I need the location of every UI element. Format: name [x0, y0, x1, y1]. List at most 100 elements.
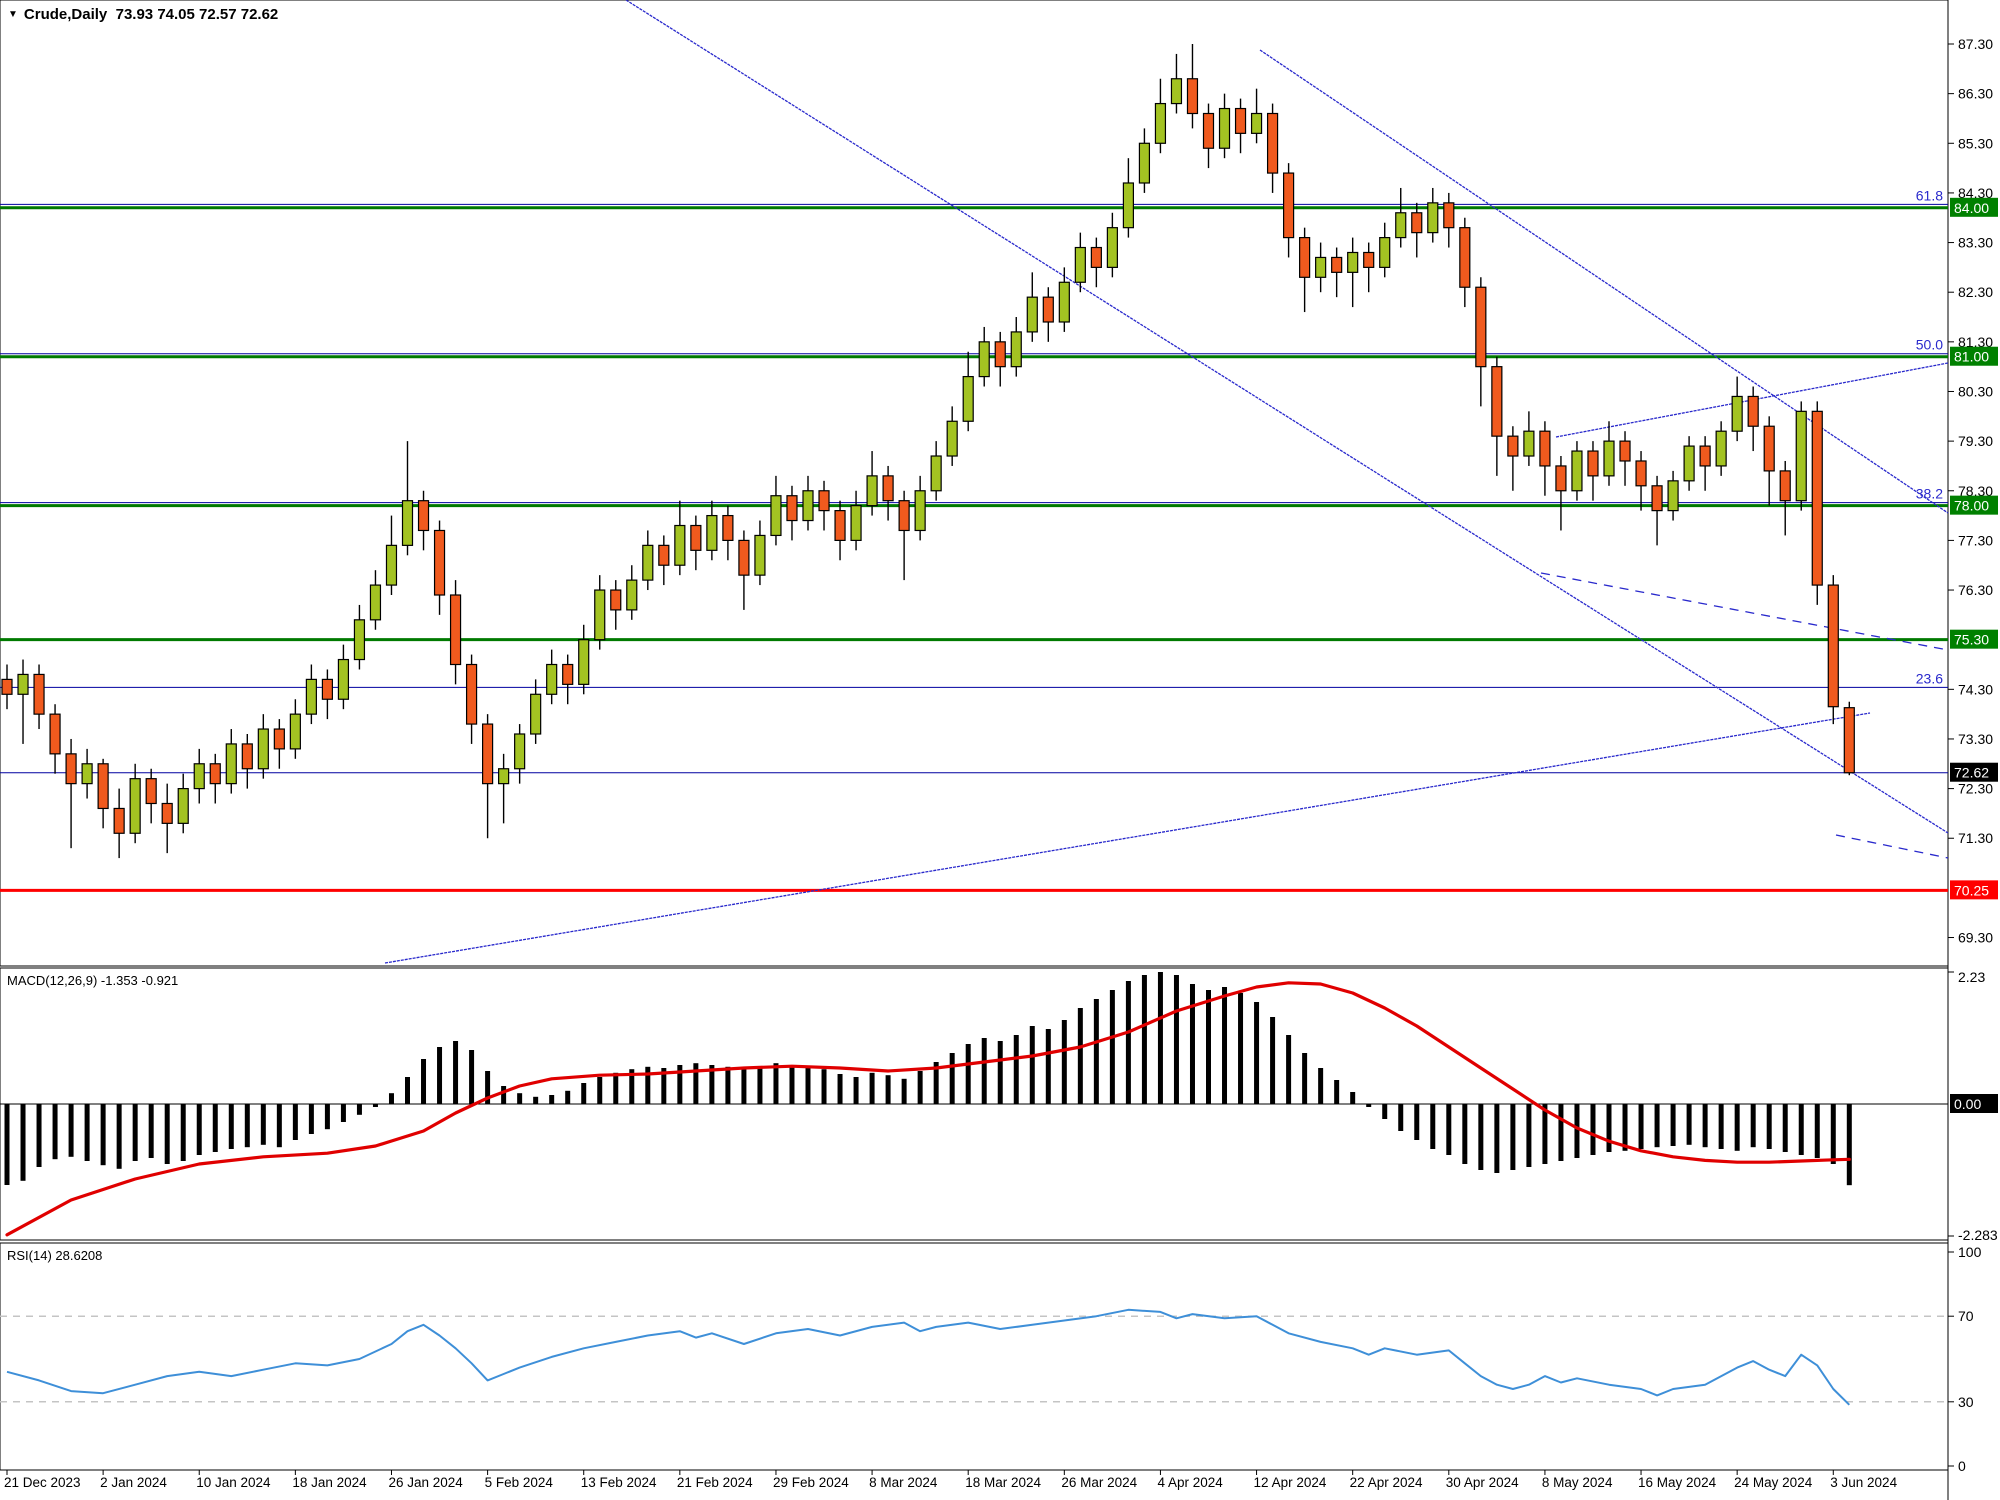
candle-body[interactable] — [1427, 202, 1439, 234]
candle-body[interactable] — [946, 420, 958, 457]
candle-body[interactable] — [1347, 251, 1359, 273]
candle-body[interactable] — [962, 375, 974, 422]
candle-body[interactable] — [866, 475, 878, 507]
candle-body[interactable] — [257, 728, 269, 770]
candle-body[interactable] — [610, 589, 622, 611]
candle-body[interactable] — [978, 341, 990, 378]
candle-body[interactable] — [97, 763, 109, 810]
candle-body[interactable] — [289, 713, 301, 750]
candle-body[interactable] — [1154, 102, 1167, 144]
candle-body[interactable] — [145, 778, 157, 805]
symbol-dropdown-icon[interactable]: ▼ — [8, 9, 18, 20]
candle-body[interactable] — [1699, 445, 1711, 467]
candle-body[interactable] — [1058, 281, 1070, 323]
candle-body[interactable] — [465, 663, 478, 725]
candle-body[interactable] — [1379, 236, 1391, 268]
candle-body[interactable] — [113, 807, 125, 834]
candle-body[interactable] — [1234, 107, 1247, 134]
candle-body[interactable] — [1266, 112, 1279, 174]
candle-body[interactable] — [498, 768, 510, 785]
candle-body[interactable] — [17, 673, 29, 695]
candle-body[interactable] — [898, 500, 910, 532]
candle-body[interactable] — [129, 778, 141, 834]
candle-body[interactable] — [1282, 172, 1295, 239]
candle-body[interactable] — [1491, 366, 1503, 437]
candle-body[interactable] — [514, 733, 526, 770]
candle-body[interactable] — [401, 500, 414, 546]
candle-body[interactable] — [49, 713, 61, 755]
candle-body[interactable] — [81, 763, 93, 785]
candle-body[interactable] — [1539, 430, 1551, 467]
candle-body[interactable] — [706, 514, 718, 551]
trendline[interactable] — [1540, 572, 1949, 651]
candle-body[interactable] — [882, 475, 894, 502]
candle-body[interactable] — [1571, 450, 1583, 492]
candle-body[interactable] — [850, 505, 862, 542]
candle-body[interactable] — [1331, 256, 1343, 273]
candle-body[interactable] — [1395, 212, 1407, 239]
trendline[interactable] — [1259, 49, 1949, 514]
candle-body[interactable] — [1507, 435, 1519, 457]
candle-body[interactable] — [1363, 251, 1375, 268]
candle-body[interactable] — [1827, 584, 1839, 708]
candle-body[interactable] — [482, 723, 494, 785]
candle-body[interactable] — [1475, 286, 1487, 368]
trendline[interactable] — [384, 712, 1871, 964]
candle-body[interactable] — [1106, 227, 1118, 268]
candle-body[interactable] — [546, 663, 558, 695]
candle-body[interactable] — [642, 544, 654, 581]
candle-body[interactable] — [578, 639, 590, 685]
candle-body[interactable] — [994, 341, 1006, 368]
candle-body[interactable] — [626, 579, 638, 611]
candle-body[interactable] — [1555, 465, 1567, 492]
candle-body[interactable] — [1, 678, 13, 695]
candle-body[interactable] — [1603, 440, 1615, 477]
candle-body[interactable] — [193, 763, 205, 790]
candle-body[interactable] — [1683, 445, 1695, 482]
trendline[interactable] — [625, 0, 1949, 834]
candle-body[interactable] — [786, 495, 798, 522]
candle-body[interactable] — [562, 663, 574, 685]
candle-body[interactable] — [225, 743, 237, 785]
candle-body[interactable] — [1523, 430, 1535, 457]
candle-body[interactable] — [1170, 78, 1183, 105]
candle-body[interactable] — [738, 539, 750, 576]
candle-body[interactable] — [65, 753, 77, 785]
candle-body[interactable] — [1587, 450, 1599, 477]
candle-body[interactable] — [834, 510, 846, 541]
candle-body[interactable] — [1250, 112, 1263, 134]
candle-body[interactable] — [449, 594, 462, 666]
candle-body[interactable] — [1779, 470, 1791, 502]
candle-body[interactable] — [1715, 430, 1727, 467]
trendline[interactable] — [1555, 362, 1949, 438]
candle-body[interactable] — [177, 787, 189, 824]
candle-body[interactable] — [209, 763, 221, 785]
candle-body[interactable] — [1218, 107, 1231, 149]
candle-body[interactable] — [1635, 460, 1647, 487]
candle-body[interactable] — [385, 544, 398, 586]
candle-body[interactable] — [1651, 485, 1663, 512]
candle-body[interactable] — [1122, 182, 1135, 229]
candle-body[interactable] — [369, 584, 382, 621]
candle-body[interactable] — [1299, 236, 1311, 278]
candle-body[interactable] — [1411, 212, 1423, 234]
rsi-panel[interactable] — [0, 1242, 1949, 1471]
candle-body[interactable] — [305, 678, 317, 715]
candle-body[interactable] — [1010, 331, 1022, 368]
candle-body[interactable] — [417, 500, 430, 532]
candle-body[interactable] — [1090, 246, 1102, 268]
candle-body[interactable] — [658, 544, 670, 566]
candle-body[interactable] — [1443, 202, 1455, 229]
candle-body[interactable] — [674, 524, 686, 566]
candle-body[interactable] — [1042, 296, 1054, 323]
main-panel[interactable] — [0, 0, 1949, 967]
candle-body[interactable] — [818, 490, 830, 512]
candle-body[interactable] — [337, 658, 350, 700]
candle-body[interactable] — [1202, 112, 1215, 149]
candle-body[interactable] — [802, 490, 814, 522]
candle-body[interactable] — [722, 514, 734, 542]
candle-body[interactable] — [1138, 142, 1151, 184]
trendline[interactable] — [1835, 834, 1949, 859]
candle-body[interactable] — [1619, 440, 1631, 462]
